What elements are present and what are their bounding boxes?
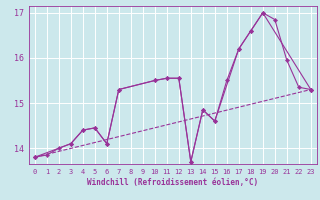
X-axis label: Windchill (Refroidissement éolien,°C): Windchill (Refroidissement éolien,°C) xyxy=(87,178,258,187)
